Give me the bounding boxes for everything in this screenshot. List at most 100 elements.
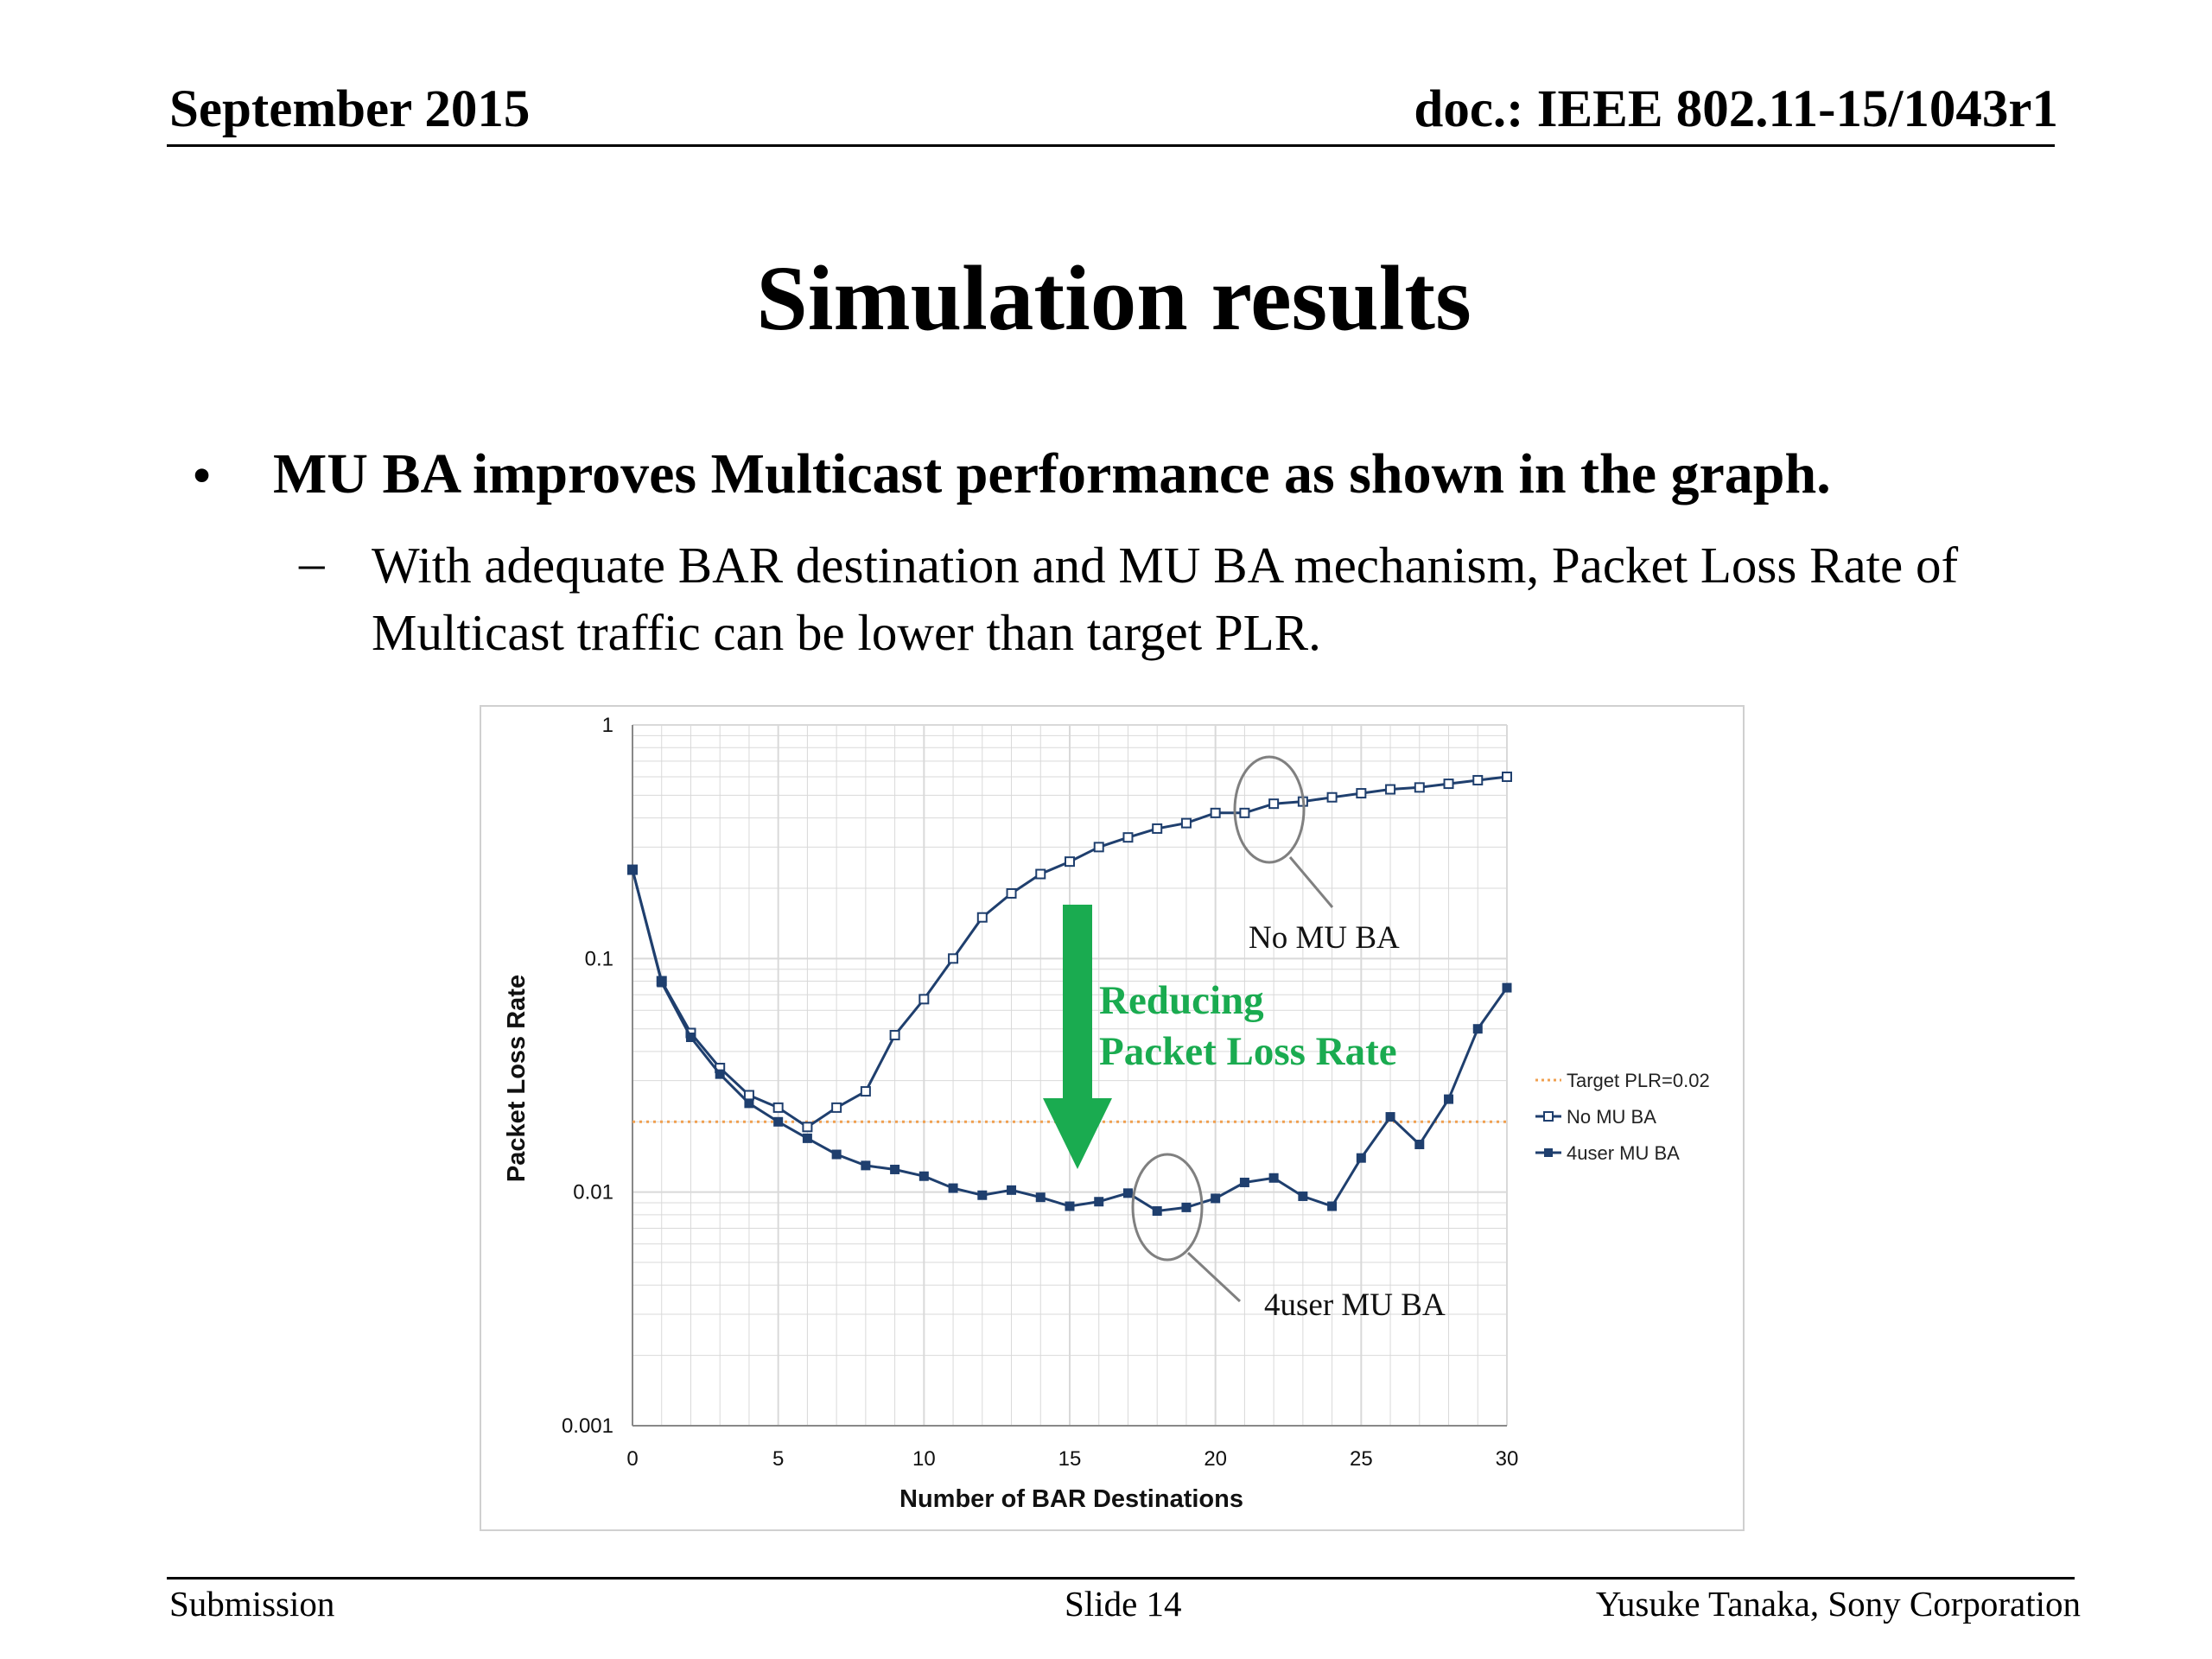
point-no-mu-ba: [1326, 791, 1338, 803]
point-no-mu-ba: [1239, 807, 1250, 818]
point-no-mu-ba: [1152, 823, 1163, 834]
y-tick-label: 0.01: [573, 1181, 613, 1205]
sub-bullet-text: With adequate BAR destination and MU BA …: [372, 537, 1959, 661]
point-no-mu-ba: [1093, 842, 1104, 853]
point-4user-mu-ba: [1327, 1201, 1338, 1211]
legend-marker-4user-mu-ba: [1544, 1148, 1553, 1157]
point-no-mu-ba: [1035, 868, 1046, 880]
x-tick-label: 0: [626, 1447, 638, 1471]
slide-title: Simulation results: [756, 248, 1471, 350]
y-axis-title: Packet Loss Rate: [503, 975, 531, 1182]
point-4user-mu-ba: [685, 1033, 696, 1043]
point-no-mu-ba: [1006, 887, 1017, 899]
point-no-mu-ba: [1414, 782, 1425, 793]
point-4user-mu-ba: [1094, 1197, 1104, 1207]
header-date: September 2015: [169, 80, 531, 138]
point-no-mu-ba: [1065, 856, 1075, 868]
chart-plot: 0 5 10 15 20 25 30 0.001 0.01 0.1 1 Reducing Packe…: [503, 714, 1710, 1513]
annotation-4user-mu-ba: 4user MU BA: [1264, 1287, 1446, 1323]
y-tick-label: 0.001: [562, 1414, 613, 1438]
point-4user-mu-ba: [890, 1164, 900, 1174]
point-no-mu-ba: [831, 1102, 842, 1113]
callout-leader-4user-mu-ba: [1186, 1251, 1242, 1303]
x-tick-label: 20: [1204, 1447, 1227, 1471]
sub-bullet-dash-icon: –: [299, 534, 325, 591]
x-tick-label: 5: [772, 1447, 784, 1471]
footer-submission: Submission: [169, 1584, 335, 1624]
point-4user-mu-ba: [918, 1171, 929, 1181]
point-4user-mu-ba: [715, 1069, 725, 1079]
point-no-mu-ba: [1472, 774, 1484, 785]
point-4user-mu-ba: [831, 1149, 842, 1160]
point-4user-mu-ba: [1502, 982, 1512, 993]
bullet-dot-icon: •: [192, 444, 213, 507]
y-tick-label: 1: [602, 714, 613, 737]
point-4user-mu-ba: [1065, 1201, 1075, 1211]
point-no-mu-ba: [802, 1122, 813, 1133]
point-4user-mu-ba: [744, 1098, 754, 1109]
y-tick-label: 0.1: [585, 947, 613, 970]
chart-container: 0 5 10 15 20 25 30 0.001 0.01 0.1 1 Reducing Packe…: [480, 705, 1745, 1531]
annotation-packet-loss-rate: Packet Loss Rate: [1099, 1029, 1397, 1074]
point-4user-mu-ba: [1181, 1202, 1192, 1212]
point-no-mu-ba: [1180, 817, 1192, 829]
point-4user-mu-ba: [657, 977, 667, 988]
header-rule: [167, 144, 2055, 147]
point-no-mu-ba: [918, 994, 930, 1005]
point-no-mu-ba: [1268, 798, 1280, 810]
x-tick-label: 15: [1058, 1447, 1082, 1471]
point-4user-mu-ba: [861, 1160, 871, 1171]
x-tick-label: 10: [912, 1447, 936, 1471]
point-no-mu-ba: [1443, 779, 1454, 790]
point-no-mu-ba: [1122, 832, 1134, 843]
chart-legend: Target PLR=0.02 No MU BA 4user MU BA: [1535, 1070, 1710, 1164]
header-doc-id: doc.: IEEE 802.11-15/1043r1: [1414, 80, 2058, 138]
callout-circle-4user-mu-ba: [1131, 1153, 1204, 1262]
point-4user-mu-ba: [1356, 1153, 1366, 1163]
point-no-mu-ba: [1502, 771, 1512, 782]
point-4user-mu-ba: [1298, 1191, 1308, 1201]
x-tick-label: 25: [1350, 1447, 1373, 1471]
point-no-mu-ba: [860, 1086, 871, 1097]
point-4user-mu-ba: [1007, 1185, 1017, 1195]
bullet-main-text: MU BA improves Multicast performance as …: [273, 442, 1831, 505]
point-4user-mu-ba: [1472, 1024, 1483, 1034]
point-4user-mu-ba: [1414, 1139, 1425, 1149]
point-4user-mu-ba: [1444, 1094, 1454, 1104]
point-4user-mu-ba: [802, 1133, 812, 1143]
point-4user-mu-ba: [1385, 1112, 1395, 1122]
legend-label: 4user MU BA: [1567, 1142, 1680, 1164]
footer-author: Yusuke Tanaka, Sony Corporation: [1595, 1584, 2081, 1624]
point-no-mu-ba: [976, 912, 988, 923]
point-4user-mu-ba: [977, 1190, 988, 1200]
point-4user-mu-ba: [1211, 1193, 1221, 1204]
callout-circle-no-mu-ba: [1233, 755, 1306, 864]
point-4user-mu-ba: [1268, 1173, 1279, 1183]
callout-leader-no-mu-ba: [1288, 856, 1334, 908]
chart-axes: 0 5 10 15 20 25 30 0.001 0.01 0.1 1: [562, 714, 1518, 1471]
annotation-no-mu-ba: No MU BA: [1249, 920, 1400, 956]
point-4user-mu-ba: [948, 1183, 958, 1193]
point-no-mu-ba: [772, 1102, 784, 1113]
chart-series: [627, 771, 1512, 1217]
point-4user-mu-ba: [627, 865, 638, 875]
x-tick-label: 30: [1496, 1447, 1519, 1471]
point-no-mu-ba: [1210, 807, 1221, 818]
annotation-reducing: Reducing: [1099, 978, 1264, 1023]
footer-rule: [167, 1577, 2075, 1580]
footer-slide-number: Slide 14: [1065, 1584, 1182, 1624]
point-no-mu-ba: [1385, 784, 1396, 795]
legend-marker-no-mu-ba: [1543, 1111, 1554, 1122]
point-4user-mu-ba: [1035, 1192, 1046, 1203]
x-axis-title: Number of BAR Destinations: [899, 1485, 1243, 1513]
point-no-mu-ba: [948, 953, 959, 964]
point-4user-mu-ba: [773, 1116, 784, 1127]
point-4user-mu-ba: [1122, 1188, 1133, 1198]
legend-label: Target PLR=0.02: [1567, 1070, 1710, 1091]
legend-label: No MU BA: [1567, 1106, 1656, 1128]
point-no-mu-ba: [889, 1029, 900, 1040]
down-arrow-icon: [1043, 905, 1112, 1169]
point-4user-mu-ba: [1152, 1206, 1162, 1217]
point-4user-mu-ba: [1239, 1177, 1249, 1187]
point-no-mu-ba: [1356, 788, 1367, 799]
